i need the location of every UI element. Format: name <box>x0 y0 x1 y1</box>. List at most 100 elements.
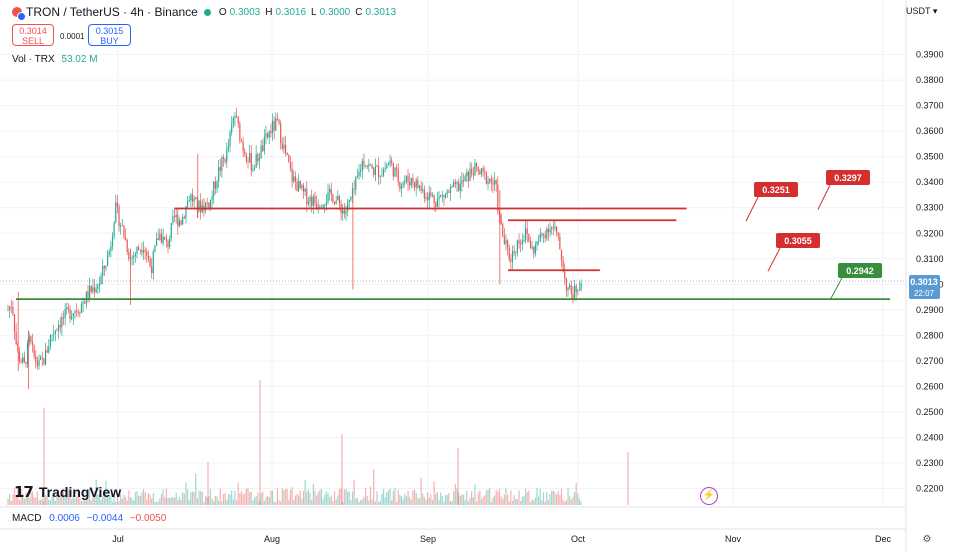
candle-body <box>505 240 507 244</box>
volume-bar <box>315 495 318 505</box>
candle-body <box>10 306 12 308</box>
price-axis[interactable]: 0.3900 0.3800 0.3700 0.3600 0.3500 0.3400 0.33… <box>905 0 960 552</box>
volume-bar <box>164 497 166 505</box>
candle-body <box>373 168 375 175</box>
candle-body <box>182 216 184 225</box>
volume-bar <box>461 494 463 505</box>
candle-body <box>58 325 60 331</box>
candle-body <box>46 350 48 353</box>
candle-body <box>40 357 42 360</box>
lightning-icon[interactable]: ⚡ <box>700 487 718 505</box>
candle-body <box>20 361 22 363</box>
candle-body <box>462 180 465 182</box>
time-axis[interactable]: Jul Aug Sep Oct Nov Dec <box>112 534 891 544</box>
candle-body <box>446 191 448 194</box>
volume-bar <box>260 493 262 505</box>
candle-body <box>224 158 226 162</box>
volume-bar <box>327 492 329 505</box>
sell-button[interactable]: 0.3014 SELL <box>12 24 54 46</box>
candle-body <box>551 227 553 230</box>
candle-body <box>136 247 138 254</box>
candle-body <box>467 171 470 181</box>
symbol-title[interactable]: TRON / TetherUS · 4h · Binance <box>26 5 198 19</box>
candle-body <box>410 178 412 186</box>
volume-bar <box>456 488 458 505</box>
volume-bar <box>87 498 89 505</box>
candle-body <box>347 201 349 211</box>
candle-body <box>441 195 443 196</box>
candle-body <box>144 250 146 252</box>
current-price-value: 0.3013 <box>910 277 938 287</box>
volume-bar <box>203 501 205 505</box>
symbol-header[interactable]: TRON / TetherUS · 4h · Binance O 0.3003 H… <box>12 5 398 21</box>
candle-body <box>533 246 535 254</box>
volume-bar <box>505 488 507 505</box>
candle-body <box>193 198 195 202</box>
candle-body <box>262 145 264 151</box>
volume-bar <box>348 491 350 505</box>
candle-body <box>555 226 558 233</box>
buy-button[interactable]: 0.3015 BUY <box>88 24 131 46</box>
volume-bar <box>12 494 14 505</box>
tradingview-logo[interactable]: 𝟭𝟳 TradingView <box>14 483 121 501</box>
volume-bar <box>159 498 161 505</box>
candle-body <box>108 251 110 255</box>
currency-selector[interactable]: USDT ▾ <box>906 6 938 16</box>
volume-bar <box>386 492 388 505</box>
level-tag-label: 0.3055 <box>784 236 812 246</box>
candle-body <box>500 215 502 225</box>
volume-bar <box>141 492 143 505</box>
volume-bar <box>92 497 94 505</box>
candle-body <box>423 189 425 199</box>
volume-bar <box>270 490 272 505</box>
volume-bar <box>539 488 541 505</box>
candle-body <box>121 225 123 227</box>
candle-body <box>93 287 96 293</box>
candle-body <box>570 285 572 295</box>
candle-body <box>404 181 406 183</box>
candle-body <box>30 336 32 343</box>
candle-body <box>242 141 244 152</box>
level-tag-pointer <box>817 184 831 210</box>
volume-bar <box>121 498 123 505</box>
candle-body <box>564 271 566 279</box>
candle-body <box>22 357 24 363</box>
volume-bar <box>169 497 171 505</box>
macd-legend[interactable]: MACD 0.0006 −0.0044 −0.0050 <box>12 513 166 524</box>
settings-gear-icon[interactable]: ⚙ <box>922 534 932 545</box>
candle-body <box>433 195 435 203</box>
candle-body <box>350 197 352 200</box>
candle-body <box>35 356 37 362</box>
volume-bar <box>391 500 393 505</box>
volume-legend[interactable]: Vol · TRX 53.02 M <box>12 54 98 65</box>
volume-bar <box>165 488 167 505</box>
volume-bar <box>554 492 556 505</box>
candle-body <box>13 314 16 332</box>
candle-body <box>314 196 316 204</box>
candle-body <box>98 283 101 287</box>
candle-body <box>142 250 145 253</box>
candle-body <box>307 201 310 205</box>
volume-bar <box>405 495 407 505</box>
candle-body <box>175 214 177 218</box>
candle-body <box>466 171 468 177</box>
candle-body <box>89 286 91 299</box>
volume-bar <box>284 488 287 505</box>
volume-bar <box>9 493 11 505</box>
price-tick-label: 0.3200 <box>916 228 944 238</box>
candle-body <box>356 176 359 178</box>
candle-body <box>526 228 528 234</box>
volume-bar <box>53 493 55 505</box>
candle-body <box>204 202 207 211</box>
volume-bar <box>309 492 311 505</box>
candle-body <box>374 166 376 175</box>
volume-bar <box>425 499 427 505</box>
volume-spike <box>259 380 261 505</box>
candle-body <box>245 154 247 162</box>
price-tick-label: 0.2300 <box>916 458 944 468</box>
candle-body <box>103 266 105 269</box>
candle-body <box>487 180 489 184</box>
price-tick-label: 0.3300 <box>916 203 944 213</box>
candle-body <box>577 290 579 292</box>
